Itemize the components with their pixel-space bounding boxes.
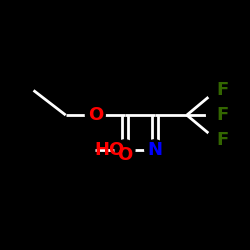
Text: F: F: [216, 106, 229, 124]
Circle shape: [115, 140, 135, 160]
Circle shape: [206, 105, 226, 125]
Text: O: O: [88, 106, 103, 124]
Circle shape: [86, 105, 105, 125]
Circle shape: [206, 130, 226, 150]
Circle shape: [206, 80, 226, 100]
Circle shape: [115, 145, 135, 165]
Text: F: F: [216, 82, 229, 100]
Text: O: O: [118, 146, 132, 164]
Text: HO: HO: [95, 141, 125, 159]
Text: F: F: [216, 131, 229, 149]
Circle shape: [145, 140, 165, 160]
Text: N: N: [147, 141, 162, 159]
